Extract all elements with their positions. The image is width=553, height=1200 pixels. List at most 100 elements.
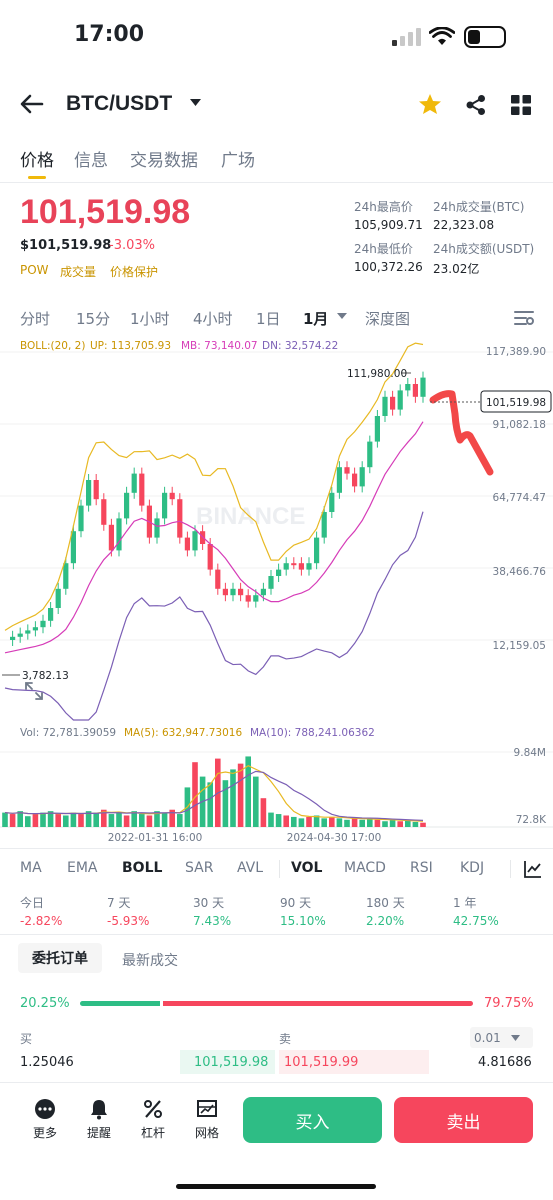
volume-bar xyxy=(85,811,92,827)
volume-bar xyxy=(230,769,236,827)
chart-divider xyxy=(0,848,553,849)
candle-body xyxy=(359,467,365,487)
tag-price-protection[interactable]: 价格保护 xyxy=(110,265,159,279)
bid-qty[interactable]: 1.25046 xyxy=(20,1055,74,1070)
favorite-star-icon[interactable] xyxy=(418,93,442,115)
volume-bar xyxy=(374,819,381,827)
share-icon[interactable] xyxy=(465,94,487,116)
pair-dropdown-icon[interactable] xyxy=(189,98,202,108)
volume-bar xyxy=(260,798,267,827)
candle-body xyxy=(306,563,312,570)
buy-button[interactable]: 买入 xyxy=(243,1097,382,1143)
vol-value: Vol: 72,781.39059 xyxy=(20,727,117,739)
candle-body xyxy=(291,563,297,566)
nav-alert[interactable]: 提醒 xyxy=(77,1098,121,1141)
ratio-bar xyxy=(80,1001,473,1006)
timeframe-4h[interactable]: 4小时 xyxy=(193,310,233,328)
volume-bar xyxy=(101,809,107,827)
volume-bar xyxy=(9,814,16,827)
timeframe-1m[interactable]: 1月 xyxy=(303,310,329,328)
indicator-tab-ma[interactable]: MA xyxy=(20,860,42,876)
wifi-icon xyxy=(429,27,455,45)
tag-volume[interactable]: 成交量 xyxy=(60,265,97,279)
pair-title[interactable]: BTC/USDT xyxy=(66,92,173,115)
boll-label: BOLL:(20, 2) xyxy=(20,340,86,352)
timeframe-1h[interactable]: 1小时 xyxy=(130,310,170,328)
indicator-tab-sar[interactable]: SAR xyxy=(185,860,214,876)
timeframe-15m[interactable]: 15分 xyxy=(76,310,111,328)
more-icon xyxy=(35,1099,55,1119)
indicator-divider xyxy=(279,860,280,878)
layout-grid-icon[interactable] xyxy=(511,95,531,115)
candle-body xyxy=(131,473,137,493)
indicator-tab-macd[interactable]: MACD xyxy=(344,860,386,876)
indicator-settings-icon[interactable] xyxy=(524,860,542,878)
tab-square[interactable]: 广场 xyxy=(221,146,255,171)
tab-trading-data[interactable]: 交易数据 xyxy=(130,146,198,171)
candle-body xyxy=(329,492,335,512)
perf-1y-value: 42.75% xyxy=(453,914,499,928)
perf-90d-value: 15.10% xyxy=(280,914,326,928)
perf-180d: 180 天 2.20% xyxy=(366,894,405,928)
timeframe-dropdown-icon[interactable] xyxy=(337,313,347,320)
vol-ma10-line xyxy=(4,770,424,821)
tab-recent-trades[interactable]: 最新成交 xyxy=(122,950,178,970)
volume-bar xyxy=(359,819,365,827)
vol-btc-value: 22,323.08 xyxy=(433,218,495,232)
nav-more[interactable]: 更多 xyxy=(23,1098,67,1141)
candle-body xyxy=(25,630,31,634)
tag-pow[interactable]: POW xyxy=(20,263,49,277)
ask-depth-bar xyxy=(279,1050,429,1074)
timeframe-1d[interactable]: 1日 xyxy=(256,310,281,328)
indicator-tab-boll[interactable]: BOLL xyxy=(122,860,163,876)
volume-bar xyxy=(344,819,350,827)
timeframe-depth[interactable]: 深度图 xyxy=(365,310,411,328)
vol-usdt-value: 23.02亿 xyxy=(433,262,480,276)
bid-depth-bar xyxy=(180,1050,275,1074)
tab-order-book[interactable]: 委托订单 xyxy=(18,943,102,973)
volume-bar xyxy=(177,814,183,827)
boll-mb-line xyxy=(4,421,424,654)
candle-body xyxy=(10,636,16,640)
perf-today-label: 今日 xyxy=(20,896,45,910)
timeframe-time[interactable]: 分时 xyxy=(20,310,51,328)
fullscreen-expand-icon[interactable] xyxy=(24,681,44,701)
indicator-tab-kdj[interactable]: KDJ xyxy=(460,860,485,876)
tab-info[interactable]: 信息 xyxy=(74,146,108,171)
back-arrow-icon[interactable] xyxy=(20,94,44,114)
price-axis-3: 64,774.47 xyxy=(493,492,546,504)
price-axis-1: 117,389.90 xyxy=(486,346,546,358)
vol-axis-bottom: 72.8K xyxy=(516,814,547,826)
candle-body xyxy=(382,396,388,416)
chart-settings-icon[interactable] xyxy=(514,309,534,327)
indicator-tab-avl[interactable]: AVL xyxy=(237,860,264,876)
orderbook-buy-label: 买 xyxy=(20,1032,33,1046)
indicator-tab-vol[interactable]: VOL xyxy=(291,860,323,876)
min-label: 3,782.13 xyxy=(22,670,69,682)
candlestick-chart[interactable]: BINANCE 111,980.00 3,782.13 101,519.98 1… xyxy=(0,342,553,724)
sell-button[interactable]: 卖出 xyxy=(394,1097,533,1143)
candle-body xyxy=(238,588,244,596)
boll-up-value: UP: 113,705.93 xyxy=(90,340,172,352)
tab-price[interactable]: 价格 xyxy=(20,146,54,171)
sell-ratio: 79.75% xyxy=(484,996,534,1011)
nav-leverage[interactable]: 杠杆 xyxy=(131,1098,175,1141)
volume-bar xyxy=(93,812,99,827)
tab-trading-data-label: 交易数据 xyxy=(130,151,198,171)
signal-icon xyxy=(392,28,421,46)
max-label: 111,980.00 xyxy=(347,368,407,380)
volume-bar xyxy=(420,822,426,827)
indicator-tab-rsi[interactable]: RSI xyxy=(410,860,433,876)
bid-price[interactable]: 101,519.98 xyxy=(194,1055,269,1070)
ask-qty[interactable]: 4.81686 xyxy=(478,1055,532,1070)
volume-bar xyxy=(245,756,251,827)
volume-bar xyxy=(298,818,305,827)
nav-grid[interactable]: 网格 xyxy=(185,1098,229,1141)
ask-price[interactable]: 101,519.99 xyxy=(284,1055,359,1070)
volume-chart[interactable]: 9.84M 72.8K 2022-01-31 16:00 2024-04-30 … xyxy=(0,740,553,848)
indicator-tab-ema[interactable]: EMA xyxy=(67,860,98,876)
perf-180d-label: 180 天 xyxy=(366,896,405,910)
precision-select[interactable]: 0.01 xyxy=(470,1027,533,1048)
volume-bar xyxy=(367,818,373,827)
volume-bar xyxy=(237,763,244,827)
